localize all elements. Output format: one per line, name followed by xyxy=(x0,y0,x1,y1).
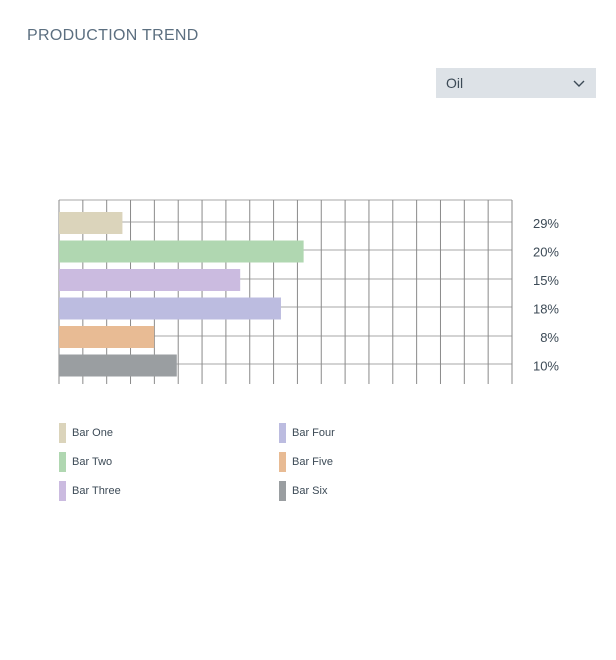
dropdown-selected-value: Oil xyxy=(446,75,464,91)
chevron-down-icon xyxy=(573,80,585,87)
bar-value-label: 15% xyxy=(533,273,559,288)
bar-value-label: 29% xyxy=(533,216,559,231)
legend-item: Bar One xyxy=(59,423,113,443)
legend-label: Bar Two xyxy=(72,456,113,468)
chart-legend: Bar One Bar Two Bar Three Bar Four Bar Five B… xyxy=(59,423,479,513)
legend-swatch xyxy=(279,423,286,443)
bar-3 xyxy=(59,269,241,291)
bar-1 xyxy=(59,212,123,234)
legend-swatch xyxy=(59,452,66,472)
chart-title: PRODUCTION TREND xyxy=(27,27,199,44)
legend-item: Bar Two xyxy=(59,452,112,472)
legend-swatch xyxy=(59,423,66,443)
legend-swatch xyxy=(279,452,286,472)
legend-label: Bar Six xyxy=(292,485,328,497)
product-dropdown[interactable]: Oil xyxy=(436,68,596,98)
legend-label: Bar Five xyxy=(292,456,333,468)
bar-value-label: 10% xyxy=(533,359,559,374)
bar-value-label: 18% xyxy=(533,302,559,317)
bar-chart: 29% 20% 15% 18% 8% 10% xyxy=(58,199,559,384)
bar-value-label: 8% xyxy=(540,330,559,345)
legend-swatch xyxy=(59,481,66,501)
bar-2 xyxy=(59,240,304,263)
bar-value-label: 20% xyxy=(533,245,559,260)
legend-item: Bar Four xyxy=(279,423,335,443)
legend-label: Bar One xyxy=(72,427,113,439)
bar-5 xyxy=(59,326,155,348)
legend-item: Bar Five xyxy=(279,452,333,472)
legend-label: Bar Four xyxy=(292,427,335,439)
legend-label: Bar Three xyxy=(72,485,121,497)
legend-swatch xyxy=(279,481,286,501)
legend-item: Bar Three xyxy=(59,481,121,501)
bar-6 xyxy=(59,354,177,377)
legend-item: Bar Six xyxy=(279,481,327,501)
bar-4 xyxy=(59,297,281,320)
